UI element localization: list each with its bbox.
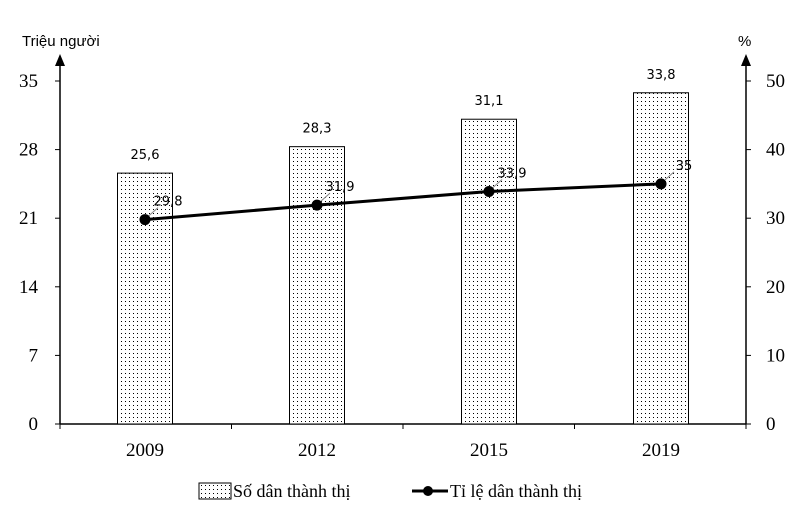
y-right-tick-label: 0 xyxy=(766,414,776,435)
series-line xyxy=(144,182,662,222)
line-point xyxy=(139,214,151,226)
y-right-axis-title: % xyxy=(738,33,751,50)
x-tick-label: 2019 xyxy=(642,440,680,461)
y-right-tick-label: 10 xyxy=(766,345,785,366)
bar-value-label: 25,6 xyxy=(131,148,160,163)
x-tick-label: 2009 xyxy=(126,440,164,461)
bar-value-label: 33,8 xyxy=(647,68,676,83)
line-value-label: 29,8 xyxy=(154,195,183,210)
line-label-leader xyxy=(320,192,331,202)
line-value-label: 35 xyxy=(676,159,693,174)
line-value-label: 33,9 xyxy=(498,166,527,181)
legend-line-marker xyxy=(423,486,433,496)
y-left-tick-label: 14 xyxy=(19,277,39,298)
bar xyxy=(461,118,517,425)
y-right-tick-label: 20 xyxy=(766,277,785,298)
y-left-axis-arrow xyxy=(55,54,65,66)
legend-line-label: Tỉ lệ dân thành thị xyxy=(450,481,582,501)
bar-value-label: 31,1 xyxy=(475,94,504,109)
legend: Số dân thành thị Tỉ lệ dân thành thị xyxy=(198,481,582,501)
line-point xyxy=(483,185,495,197)
y-right-tick-label: 30 xyxy=(766,208,785,229)
line-label-leader xyxy=(148,207,159,216)
y-right-tick-label: 40 xyxy=(766,140,785,161)
y-left-tick-label: 28 xyxy=(19,140,38,161)
line-label-leader xyxy=(664,171,675,181)
y-left-tick-label: 0 xyxy=(29,414,39,435)
y-left-tick-label: 7 xyxy=(29,345,39,366)
line-series xyxy=(139,178,667,226)
line-label-leader xyxy=(492,179,503,188)
axes: 0 7 14 21 28 35 0 10 20 30 40 50 2009 2012 2015 2019 xyxy=(19,54,785,461)
x-tick-label: 2012 xyxy=(298,440,336,461)
data-labels: 25,6 28,3 31,1 33,8 29,8 31,9 33,9 35 xyxy=(131,68,693,216)
bar xyxy=(289,146,345,425)
line-point xyxy=(655,178,667,190)
y-left-tick-label: 21 xyxy=(19,208,38,229)
y-left-axis-title: Triệu người xyxy=(22,33,100,50)
x-tick-label: 2015 xyxy=(470,440,508,461)
y-right-tick-label: 50 xyxy=(766,71,785,92)
bar-series xyxy=(117,92,689,425)
legend-bar-label: Số dân thành thị xyxy=(233,481,351,501)
line-point xyxy=(311,199,323,211)
legend-bar-swatch xyxy=(198,482,232,500)
bar xyxy=(117,172,173,425)
y-right-axis-arrow xyxy=(741,54,751,66)
line-value-label: 31,9 xyxy=(326,180,355,195)
y-left-tick-label: 35 xyxy=(19,71,38,92)
bar-value-label: 28,3 xyxy=(303,122,332,137)
bar xyxy=(633,92,689,425)
